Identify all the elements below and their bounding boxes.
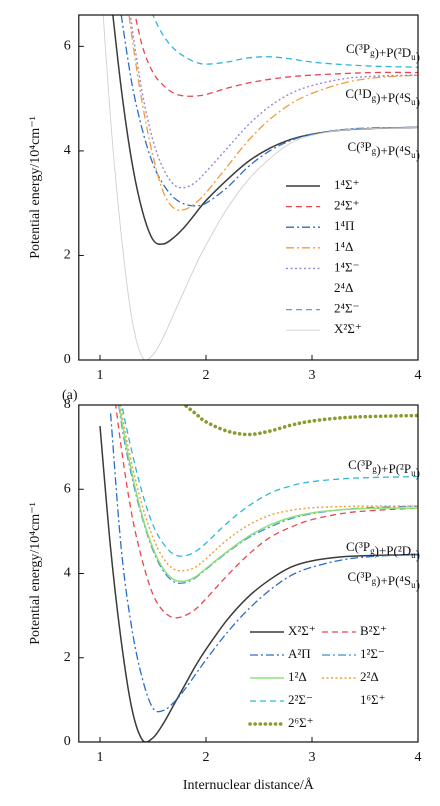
legend-label: 2⁴Δ	[334, 280, 353, 295]
x-tick-label: 3	[309, 368, 316, 383]
legend-label: 1⁶Σ⁺	[360, 692, 385, 707]
x-tick-label: 4	[415, 750, 422, 765]
curves	[99, 405, 419, 742]
curve	[118, 405, 419, 583]
legend-label: X²Σ⁺	[288, 623, 316, 638]
x-tick-label: 4	[415, 368, 422, 383]
curve	[102, 15, 419, 360]
plot-frame	[78, 404, 419, 743]
y-tick-label: 8	[64, 397, 71, 412]
y-tick-label: 6	[64, 481, 71, 496]
curve	[152, 15, 419, 68]
annotation: C(³Pg)+P(²Du)	[346, 539, 420, 562]
y-tick-label: 0	[64, 734, 71, 749]
panel: 1 2 3 4 0 2 4 6 1⁴Σ⁺ 2⁴Σ⁺ 1⁴Π 1⁴Δ 1⁴Σ⁻ 2⁴Δ 2⁴Σ⁻ X²Σ⁺ C(³…	[28, 14, 422, 383]
curve	[121, 405, 419, 557]
x-tick-label: 1	[97, 368, 104, 383]
legend-label: 2⁶Σ⁺	[288, 715, 313, 730]
y-axis-label: Potential energy/10⁴cm⁻¹	[28, 502, 43, 645]
legend-label: 2²Δ	[360, 669, 379, 684]
annotation: C(³Pg)+P(²Du)	[346, 41, 420, 64]
legend-label: 1⁴Σ⁺	[334, 177, 359, 192]
x-tick-label: 1	[97, 750, 104, 765]
curve	[119, 405, 419, 572]
y-tick-label: 6	[64, 39, 71, 54]
curve	[134, 15, 419, 97]
legend-label: 1²Δ	[288, 669, 307, 684]
x-tick-label: 2	[203, 368, 210, 383]
legend-label: A²Π	[288, 646, 311, 661]
panel: 1 2 3 4 0 2 4 6 8 X²Σ⁺ B²Σ⁺ A²Π 1²Σ⁻ 1²Δ 2²Δ 2²Σ⁻ 1⁶Σ⁺ 2⁶…	[28, 388, 422, 793]
legend-label: 1²Σ⁻	[360, 646, 385, 661]
y-tick-label: 2	[64, 248, 71, 263]
legend-label: 1⁴Σ⁻	[334, 259, 359, 274]
legend-label: 1⁴Δ	[334, 239, 353, 254]
y-tick-label: 0	[64, 352, 71, 367]
annotation: C(³Pg)+P(⁴Su)	[348, 569, 420, 592]
curve	[112, 15, 419, 246]
curve	[115, 405, 419, 619]
curve	[99, 425, 419, 742]
legend-label: 1⁴Π	[334, 218, 354, 233]
x-tick-label: 2	[203, 750, 210, 765]
y-tick-label: 4	[64, 566, 71, 581]
legend-label: X²Σ⁺	[334, 321, 362, 336]
x-axis-label: Internuclear distance/Å	[183, 777, 315, 793]
curves	[102, 15, 419, 360]
legend-label: B²Σ⁺	[360, 623, 387, 638]
annotation: C(³Pg)+P(⁴Su)	[348, 139, 420, 162]
curve	[128, 15, 419, 211]
legend-label: 2⁴Σ⁺	[334, 198, 359, 213]
panel-label: (a)	[62, 388, 78, 403]
y-tick-label: 2	[64, 650, 71, 665]
annotation: C(¹Dg)+P(⁴Su)	[345, 86, 420, 109]
annotation: C(³Pg)+P(²Pu)	[348, 457, 420, 480]
legend-label: 2⁴Σ⁻	[334, 301, 359, 316]
plot-frame	[78, 14, 419, 361]
y-axis-label: Potential energy/10⁴cm⁻¹	[28, 116, 43, 259]
legend-label: 2²Σ⁻	[288, 692, 313, 707]
x-tick-label: 3	[309, 750, 316, 765]
y-tick-label: 4	[64, 143, 71, 158]
curve	[120, 15, 419, 207]
curve	[181, 405, 419, 437]
